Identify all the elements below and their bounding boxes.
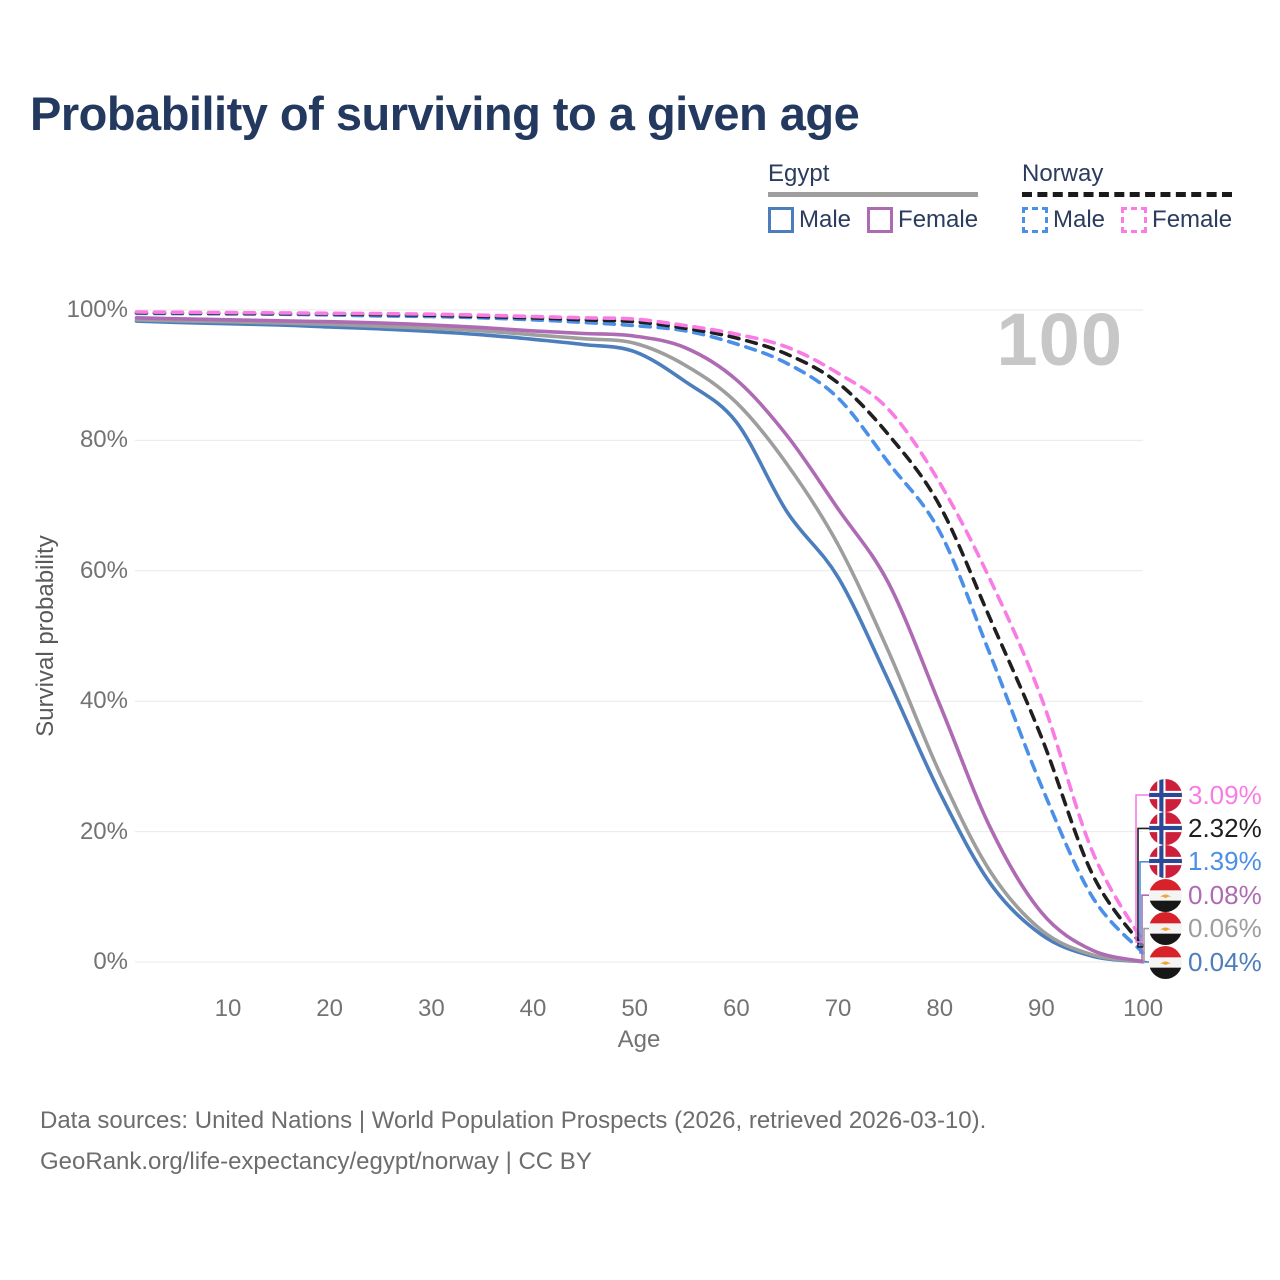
legend-item-egypt-male[interactable]: Male <box>768 206 851 234</box>
egypt-flag-icon <box>1149 945 1182 979</box>
legend-swatch-egypt-female <box>867 207 894 233</box>
end-label-value: 2.32% <box>1188 812 1262 843</box>
x-tick-label: 20 <box>316 995 343 1022</box>
end-label-norway-female: 3.09% <box>1149 778 1262 812</box>
page-title: Probability of surviving to a given age <box>30 87 860 140</box>
norway-flag-icon <box>1149 845 1182 879</box>
x-tick-label: 10 <box>214 995 242 1022</box>
series-line-egypt-female <box>134 316 1145 964</box>
x-tick-label: 90 <box>1028 995 1055 1022</box>
x-tick-label: 30 <box>417 995 445 1022</box>
legend-item-label: Female <box>898 206 979 233</box>
end-label-norway-male: 1.39% <box>1149 845 1262 879</box>
legend-item-norway-male[interactable]: Male <box>1022 206 1105 234</box>
legend-egypt-combined-line-style <box>768 192 979 197</box>
legend-item-label: Male <box>799 206 852 233</box>
series-line-norway-female <box>134 310 1145 944</box>
series-line-norway-male <box>134 311 1145 955</box>
legend-group-norway: Norway Male Female <box>1022 160 1233 234</box>
x-tick-label: 50 <box>621 995 649 1022</box>
series-line-egypt-combined <box>134 318 1145 964</box>
end-connector-norway-male <box>1139 861 1149 954</box>
y-tick-label: 60% <box>79 556 128 584</box>
legend-item-egypt-female[interactable]: Female <box>867 206 978 234</box>
egypt-flag-icon <box>1149 878 1182 912</box>
x-axis-title: Age <box>617 1026 661 1053</box>
legend-item-norway-female[interactable]: Female <box>1121 206 1232 234</box>
end-label-egypt-male: 0.04% <box>1149 945 1262 979</box>
end-label-value: 0.08% <box>1188 879 1262 910</box>
x-tick-label: 80 <box>926 995 954 1022</box>
y-tick-label: 20% <box>79 817 128 845</box>
legend-swatch-norway-male <box>1022 207 1048 233</box>
legend-group-egypt: Egypt Male Female <box>768 160 979 234</box>
legend-swatch-norway-female <box>1121 207 1148 233</box>
footer-license-line: GeoRank.org/life-expectancy/egypt/norway… <box>40 1148 592 1175</box>
y-tick-label: 100% <box>66 296 128 323</box>
end-connector-norway-female <box>1135 794 1149 943</box>
end-label-value: 1.39% <box>1188 846 1262 877</box>
hover-age-indicator: 100 <box>996 298 1123 381</box>
end-label-egypt-combined: 0.06% <box>1149 912 1262 946</box>
egypt-flag-icon <box>1149 912 1182 946</box>
end-label-value: 0.04% <box>1188 946 1262 977</box>
end-label-norway-combined: 2.32% <box>1149 811 1262 845</box>
end-connector-egypt-female <box>1141 894 1149 963</box>
end-label-value: 0.06% <box>1188 913 1262 944</box>
legend-swatch-egypt-male <box>768 207 794 233</box>
x-tick-label: 60 <box>723 995 750 1022</box>
end-label-egypt-female: 0.08% <box>1149 878 1262 912</box>
footer-source-line: Data sources: United Nations | World Pop… <box>40 1107 987 1134</box>
legend-norway-combined-line-style <box>1022 192 1233 197</box>
series-line-egypt-male <box>134 319 1145 964</box>
x-tick-label: 70 <box>824 995 852 1022</box>
end-connector-norway-combined <box>1137 827 1149 948</box>
legend-group-egypt-label: Egypt <box>768 160 830 187</box>
legend-item-label: Male <box>1053 206 1106 233</box>
y-tick-label: 80% <box>79 426 128 454</box>
x-tick-label: 100 <box>1123 995 1164 1022</box>
series-line-norway-combined <box>134 310 1145 949</box>
x-tick-label: 40 <box>519 995 547 1022</box>
norway-flag-icon <box>1149 811 1182 845</box>
y-tick-label: 40% <box>79 687 128 715</box>
norway-flag-icon <box>1149 778 1182 812</box>
legend-group-norway-label: Norway <box>1022 160 1104 187</box>
y-tick-label: 0% <box>93 948 128 975</box>
end-connector-egypt-combined <box>1143 927 1149 963</box>
legend-item-label: Female <box>1152 206 1233 233</box>
end-label-value: 3.09% <box>1188 779 1262 810</box>
